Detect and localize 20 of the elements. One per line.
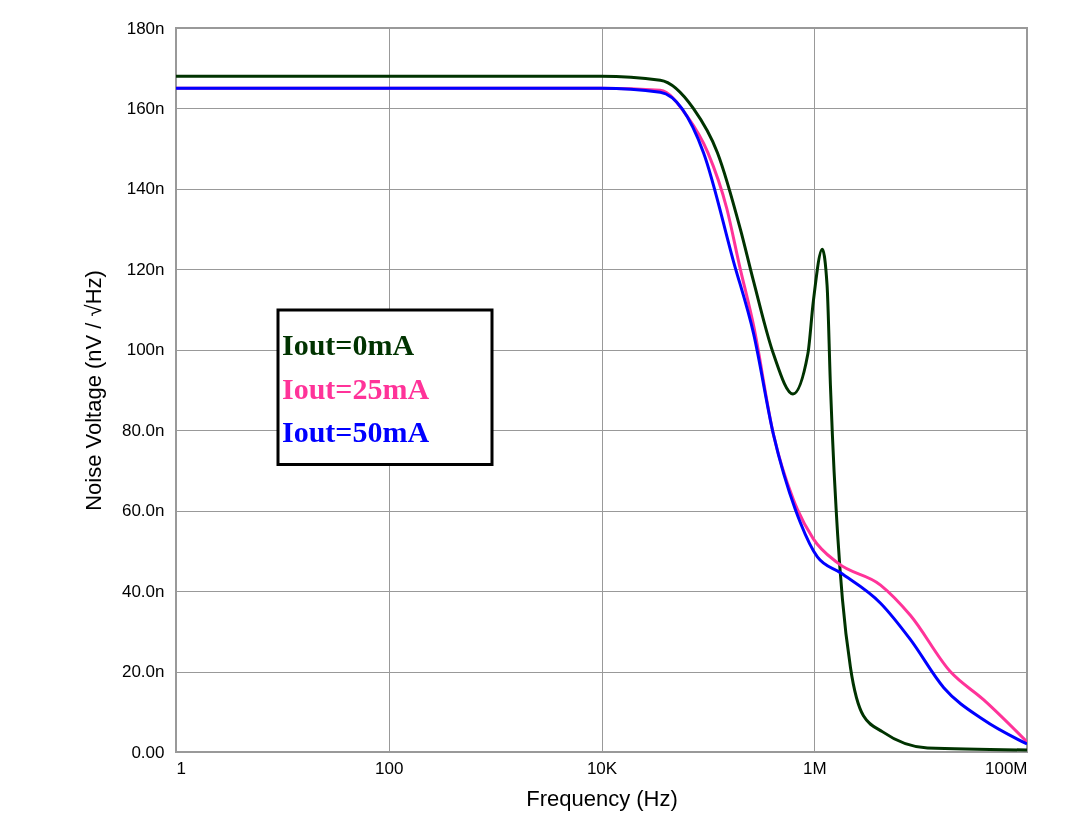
x-tick-label: 10K xyxy=(586,758,618,778)
y-tick-label: 80.0n xyxy=(121,420,165,440)
text: Iout=25mA xyxy=(282,371,430,405)
y-tick-label: 140n xyxy=(126,179,165,199)
y-tick-label: 60.0n xyxy=(121,501,165,521)
x-tick-label: 1 xyxy=(176,758,186,778)
y-axis-title: Noise Voltage (nV / √Hz) xyxy=(80,270,106,511)
y-tick-label: 20.0n xyxy=(121,662,165,682)
y-tick-label: 180n xyxy=(126,18,165,38)
x-axis-title: Frequency (Hz) xyxy=(526,785,678,811)
y-tick-label: 40.0n xyxy=(121,581,165,601)
x-tick-label: 100M xyxy=(984,758,1028,778)
x-tick-label: 100 xyxy=(375,758,404,778)
y-tick-label: 100n xyxy=(126,340,165,360)
text: Iout=0mA xyxy=(282,328,415,361)
y-tick-label: 120n xyxy=(126,259,165,279)
x-tick-label: 1M xyxy=(802,758,827,778)
y-tick-label: 0.00 xyxy=(131,742,165,762)
y-tick-label: 160n xyxy=(126,98,165,118)
text: Iout=50mA xyxy=(282,415,430,448)
